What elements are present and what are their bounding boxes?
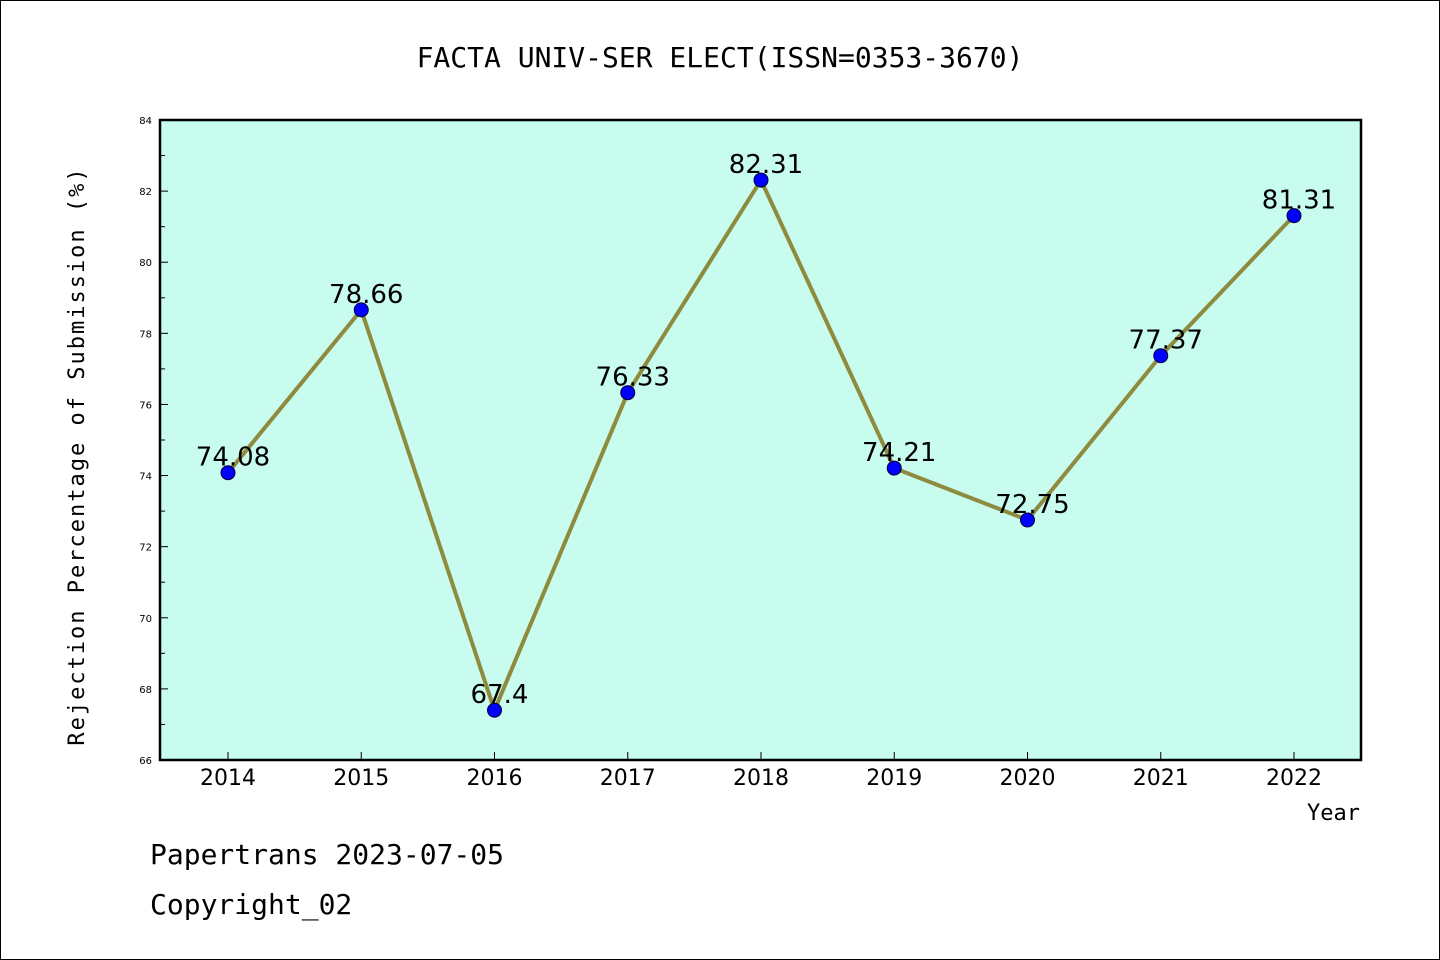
data-label-2017: 76.33 xyxy=(596,363,670,393)
chart-title: FACTA UNIV-SER ELECT(ISSN=0353-3670) xyxy=(417,41,1024,74)
x-axis-label: Year xyxy=(1307,801,1360,826)
y-axis-label: Rejection Percentage of Submission (%) xyxy=(65,166,90,745)
y-axis: 66 68 70 72 74 76 78 80 82 84 xyxy=(139,116,168,767)
y-tick-label-72: 72 xyxy=(139,543,152,554)
data-label-2019: 74.21 xyxy=(862,438,936,468)
x-tick-label-2019: 2019 xyxy=(866,766,922,791)
data-labels: 74.08 78.66 67.4 76.33 82.31 74.21 72.75 77.37 8… xyxy=(196,150,1336,710)
data-label-2018: 82.31 xyxy=(729,150,803,180)
y-tick-label-78: 78 xyxy=(139,329,152,340)
data-point-2016 xyxy=(487,702,502,718)
y-tick-label-80: 80 xyxy=(139,258,152,269)
footer-copyright: Copyright_02 xyxy=(150,888,352,922)
data-label-2016: 67.4 xyxy=(471,680,529,710)
data-point-2017 xyxy=(620,385,636,401)
data-point-2019 xyxy=(886,460,902,476)
y-tick-label-66: 66 xyxy=(139,756,152,767)
y-tick-label-68: 68 xyxy=(139,685,152,696)
x-tick-label-2022: 2022 xyxy=(1266,766,1322,791)
x-tick-label-2016: 2016 xyxy=(467,766,523,791)
data-label-2022: 81.31 xyxy=(1262,186,1336,216)
y-tick-label-74: 74 xyxy=(139,472,152,483)
y-tick-label-76: 76 xyxy=(139,400,152,411)
x-tick-label-2020: 2020 xyxy=(1000,766,1056,791)
series-rejection-percentage xyxy=(220,172,1302,718)
x-tick-label-2015: 2015 xyxy=(333,766,389,791)
data-label-2014: 74.08 xyxy=(196,443,270,473)
data-point-2021 xyxy=(1153,348,1169,364)
data-label-2021: 77.37 xyxy=(1129,326,1203,356)
x-tick-label-2018: 2018 xyxy=(733,766,789,791)
data-point-2020 xyxy=(1020,512,1035,528)
plot-area xyxy=(158,118,1363,762)
x-axis: 2014 2015 2016 2017 2018 2019 2020 2021 2022 xyxy=(200,752,1322,791)
footer-date: Papertrans 2023-07-05 xyxy=(150,838,504,871)
y-tick-label-82: 82 xyxy=(139,187,152,198)
data-label-2015: 78.66 xyxy=(329,280,403,310)
data-point-2018 xyxy=(753,172,769,188)
data-point-2015 xyxy=(353,302,369,318)
data-point-2014 xyxy=(220,465,236,481)
y-tick-label-84: 84 xyxy=(139,116,152,127)
data-label-2020: 72.75 xyxy=(995,490,1069,520)
x-tick-label-2021: 2021 xyxy=(1133,766,1189,791)
y-tick-label-70: 70 xyxy=(139,614,152,625)
data-point-2022 xyxy=(1286,208,1302,224)
x-tick-label-2014: 2014 xyxy=(200,766,256,791)
x-tick-label-2017: 2017 xyxy=(600,766,656,791)
